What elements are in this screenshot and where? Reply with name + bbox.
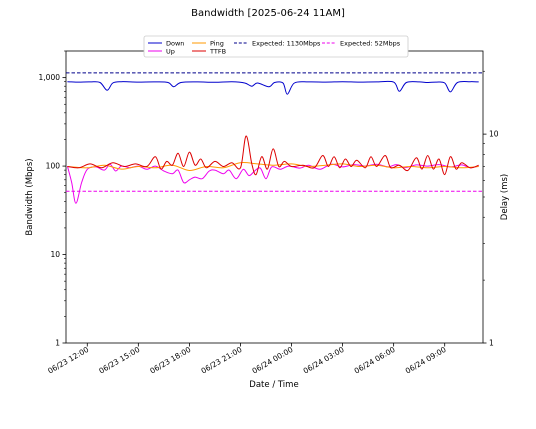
x-axis-label: Date / Time: [249, 380, 298, 390]
y-axis-label: Bandwidth (Mbps): [25, 158, 35, 235]
x-tick-label: 06/24 09:00: [404, 345, 448, 376]
legend-label: Up: [166, 47, 175, 55]
y-tick-label: 1: [55, 339, 60, 348]
y-tick-label: 1,000: [39, 73, 61, 82]
x-tick-label: 06/24 06:00: [353, 345, 397, 376]
x-tick-label: 06/24 03:00: [302, 345, 346, 376]
legend-label: TTFB: [209, 47, 226, 55]
x-tick-label: 06/23 21:00: [199, 345, 243, 376]
legend-label: Down: [166, 39, 184, 47]
x-tick-label: 06/23 12:00: [46, 345, 90, 376]
chart-title: Bandwidth [2025-06-24 11AM]: [191, 8, 345, 19]
y2-tick-label: 1: [489, 339, 494, 348]
x-tick-label: 06/23 15:00: [97, 345, 141, 376]
series-down-line: [67, 80, 479, 95]
legend-label: Expected: 1130Mbps: [252, 39, 321, 47]
y2-axis-label: Delay (ms): [500, 174, 510, 220]
series-up-line: [66, 163, 479, 204]
x-tick-label: 06/23 18:00: [148, 345, 192, 376]
plot-area: [65, 50, 484, 344]
y-tick-label: 10: [50, 250, 60, 259]
y-tick-label: 100: [46, 162, 61, 171]
legend-label: Expected: 52Mbps: [340, 39, 401, 47]
x-tick-label: 06/24 00:00: [251, 345, 295, 376]
series-ttfb-line: [67, 135, 479, 176]
y2-tick-label: 10: [489, 130, 499, 139]
legend-label: Ping: [210, 39, 224, 47]
legend-frame: [143, 35, 409, 58]
